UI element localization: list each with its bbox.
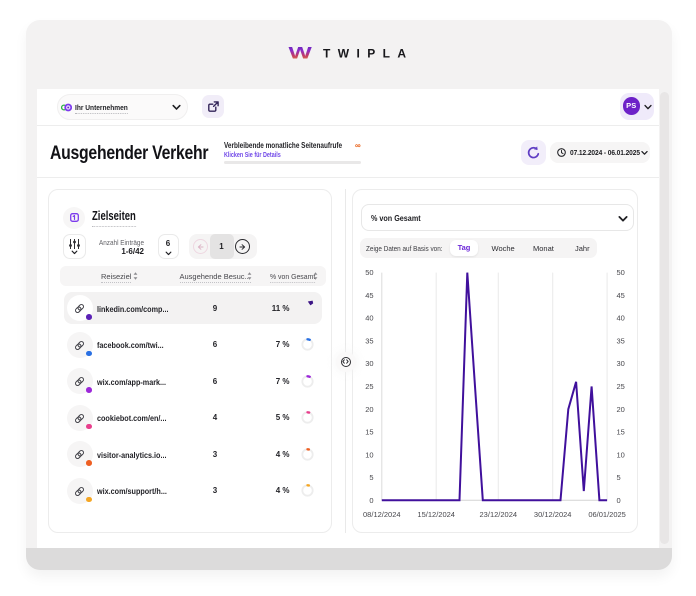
svg-text:10: 10 <box>617 450 625 459</box>
svg-text:25: 25 <box>617 382 625 391</box>
svg-text:08/12/2024: 08/12/2024 <box>363 510 401 519</box>
svg-text:30: 30 <box>365 359 373 368</box>
svg-text:45: 45 <box>365 291 373 300</box>
svg-text:50: 50 <box>617 268 625 277</box>
svg-text:06/01/2025: 06/01/2025 <box>588 510 626 519</box>
svg-text:5: 5 <box>617 473 621 482</box>
svg-text:40: 40 <box>365 314 373 323</box>
svg-text:45: 45 <box>617 291 625 300</box>
svg-text:0: 0 <box>617 496 621 505</box>
svg-text:35: 35 <box>365 337 373 346</box>
svg-text:5: 5 <box>369 473 373 482</box>
svg-text:30/12/2024: 30/12/2024 <box>534 510 572 519</box>
svg-text:23/12/2024: 23/12/2024 <box>480 510 518 519</box>
svg-text:15: 15 <box>365 428 373 437</box>
svg-text:15/12/2024: 15/12/2024 <box>417 510 455 519</box>
svg-text:25: 25 <box>365 382 373 391</box>
svg-text:30: 30 <box>617 359 625 368</box>
svg-text:35: 35 <box>617 337 625 346</box>
svg-text:W: W <box>288 44 311 62</box>
svg-text:15: 15 <box>617 428 625 437</box>
svg-text:50: 50 <box>365 268 373 277</box>
svg-text:10: 10 <box>365 450 373 459</box>
svg-text:20: 20 <box>365 405 373 414</box>
svg-text:20: 20 <box>617 405 625 414</box>
svg-text:TWIPLA: TWIPLA <box>323 47 413 61</box>
svg-text:40: 40 <box>617 314 625 323</box>
svg-text:0: 0 <box>369 496 373 505</box>
